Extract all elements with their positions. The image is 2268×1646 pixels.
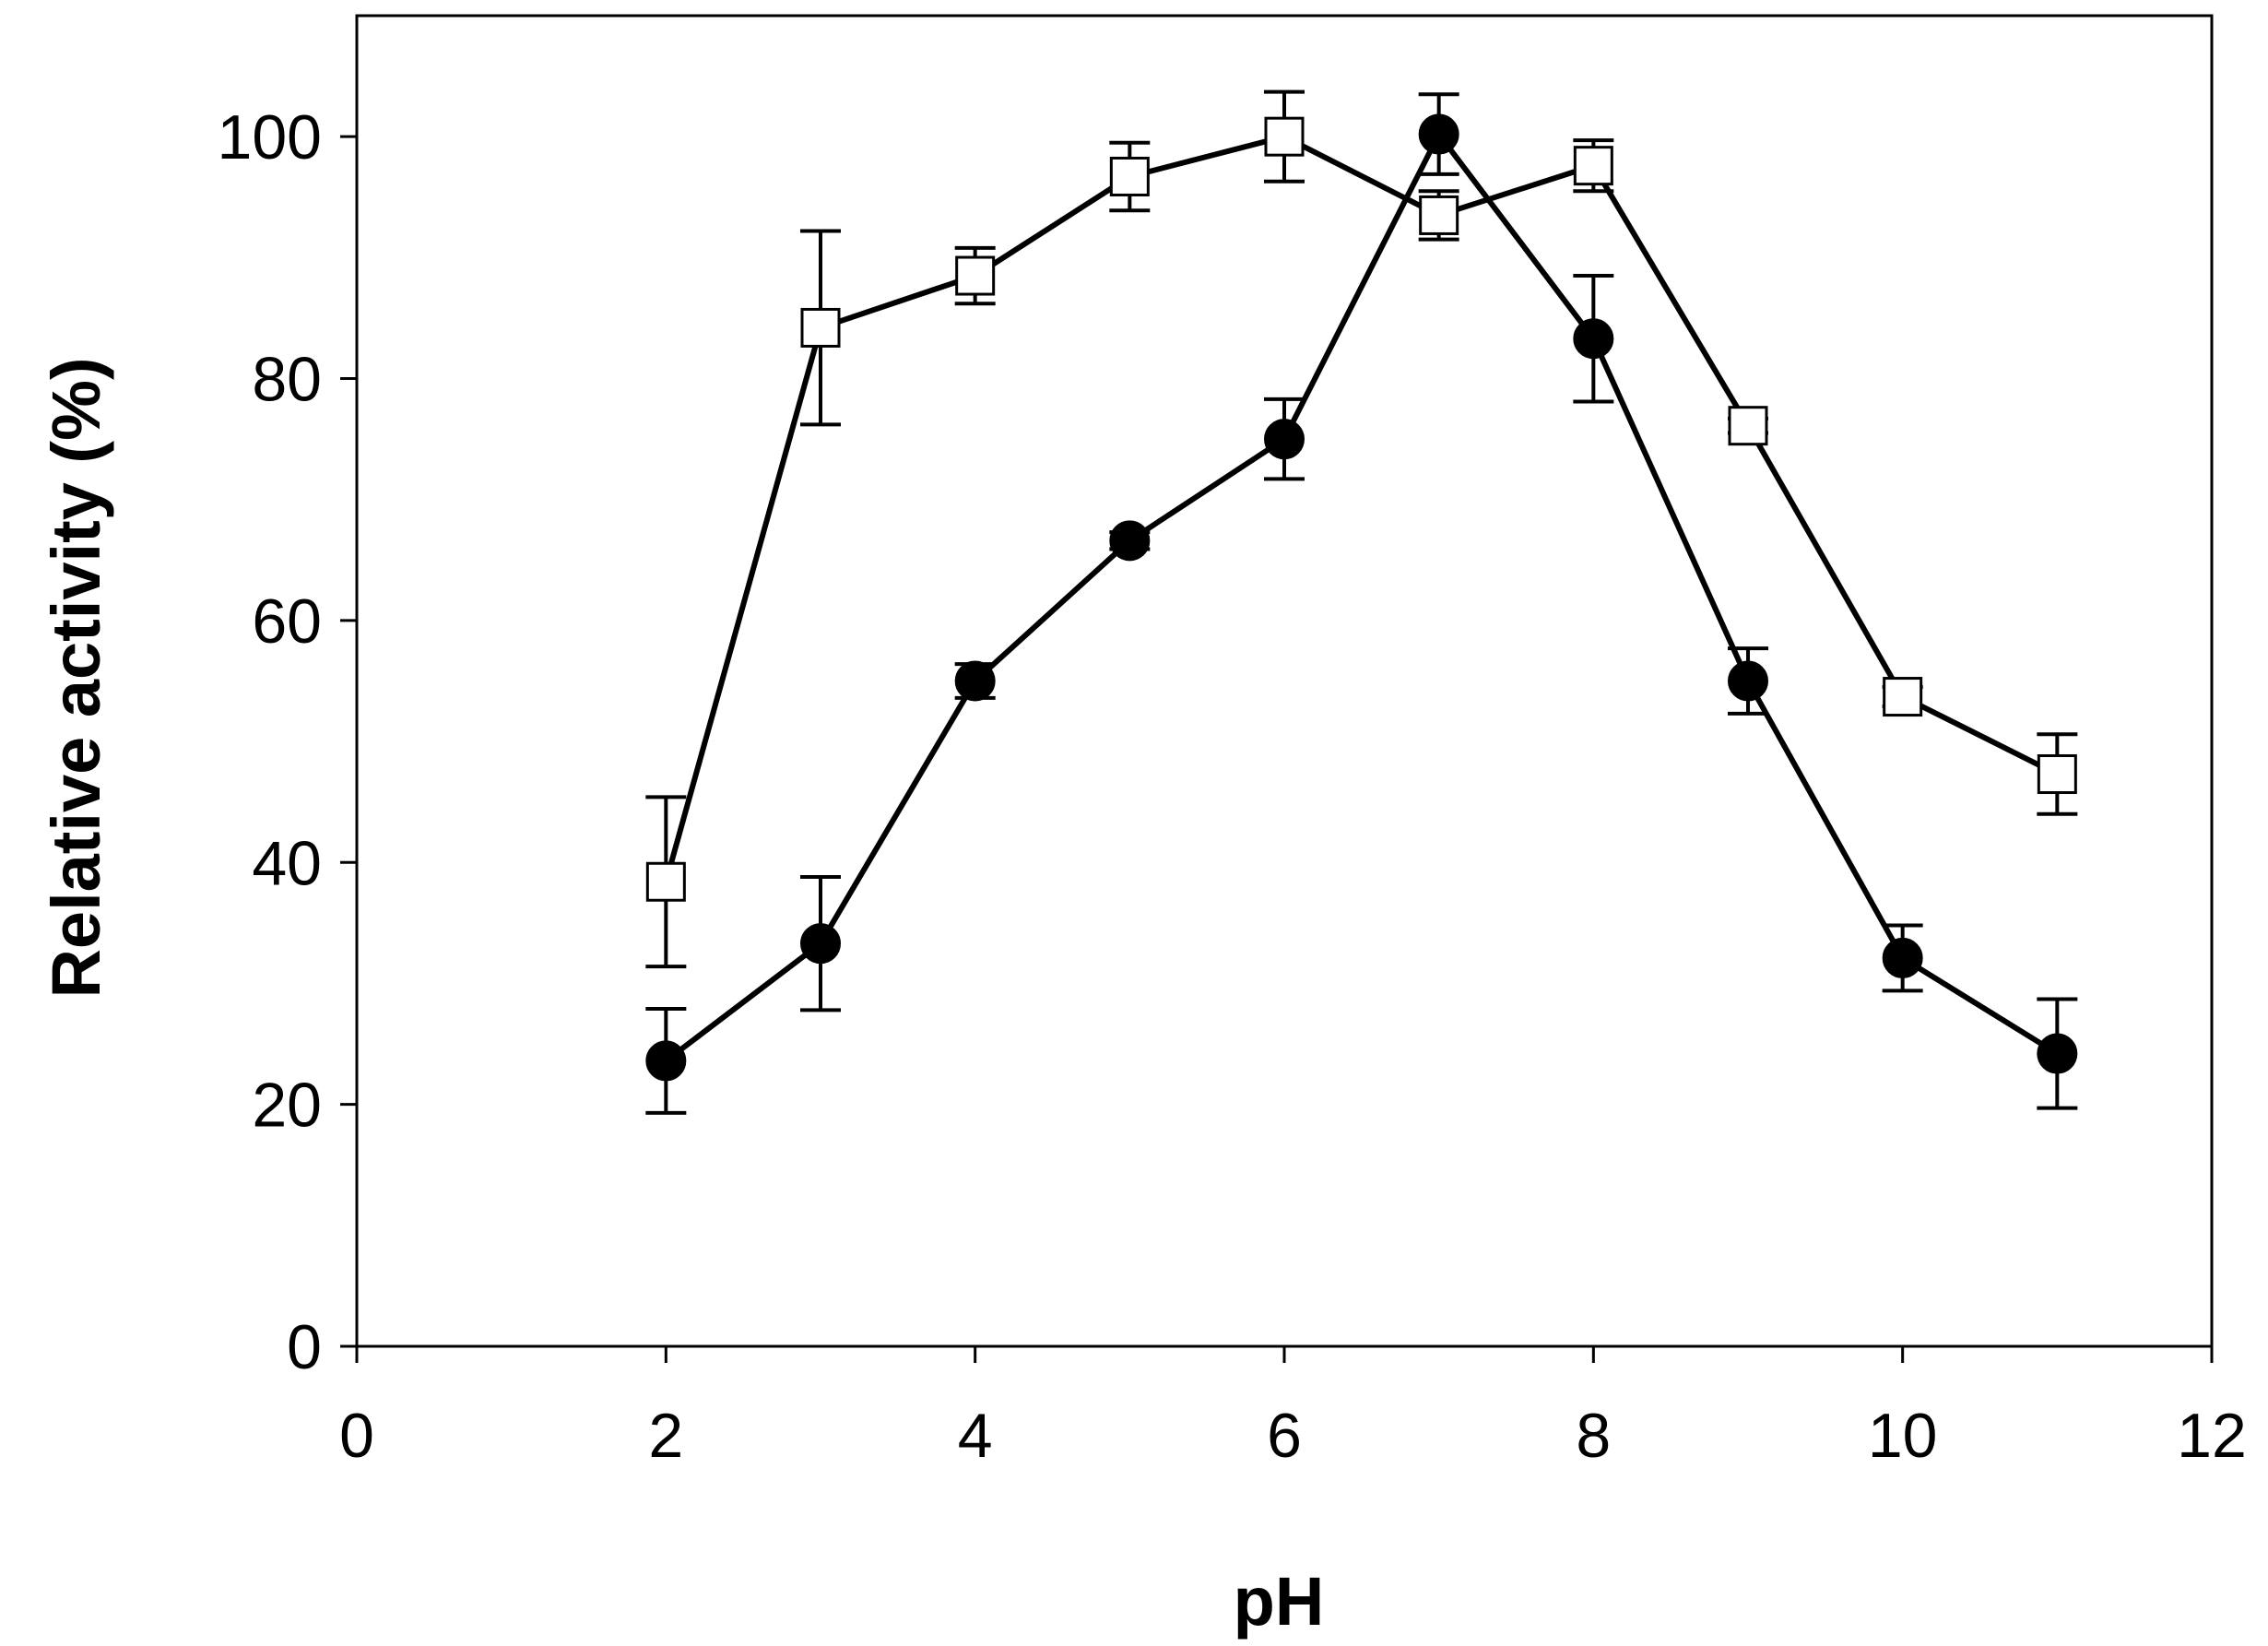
series-1-point-6 xyxy=(1573,318,1614,360)
y-tick-label-3: 60 xyxy=(252,586,322,657)
series-0-point-1 xyxy=(800,307,841,348)
series-1-line xyxy=(664,131,2059,1063)
series-0-point-7 xyxy=(1728,406,1768,446)
series-0-point-8 xyxy=(1883,677,1923,717)
series-1-point-0 xyxy=(645,1040,687,1082)
series-layer xyxy=(645,89,2078,1115)
series-0 xyxy=(645,89,2078,969)
x-tick-label-3: 6 xyxy=(1267,1401,1302,1471)
x-tick-label-4: 8 xyxy=(1576,1401,1611,1471)
series-0-point-6 xyxy=(1573,146,1613,186)
x-tick-label-6: 12 xyxy=(2177,1401,2247,1471)
x-tick-label-5: 10 xyxy=(1868,1401,1938,1471)
plot-frame xyxy=(355,14,2214,1348)
series-1-point-2 xyxy=(954,660,996,702)
y-tick-label-4: 80 xyxy=(252,345,322,415)
axes: 0 20 40 60 80 100 0 2 4 6 8 10 12 xyxy=(218,14,2247,1471)
series-0-line xyxy=(663,134,2059,883)
x-tick-label-1: 2 xyxy=(648,1401,683,1471)
series-0-point-0 xyxy=(645,861,686,902)
series-1 xyxy=(645,92,2078,1115)
y-axis-title: Relative activity (%) xyxy=(38,357,114,998)
series-1-point-5 xyxy=(1418,113,1459,155)
series-1-point-7 xyxy=(1728,660,1768,702)
x-tick-label-2: 4 xyxy=(958,1401,993,1471)
series-1-point-4 xyxy=(1264,419,1305,460)
series-0-point-9 xyxy=(2037,754,2077,795)
x-tick-label-0: 0 xyxy=(339,1401,374,1471)
y-tick-label-5: 100 xyxy=(218,102,322,172)
series-1-point-8 xyxy=(1882,937,1923,978)
series-1-point-1 xyxy=(800,923,841,965)
y-tick-label-1: 20 xyxy=(252,1071,322,1141)
y-tick-label-0: 0 xyxy=(287,1312,322,1382)
series-0-point-4 xyxy=(1264,116,1305,157)
series-1-point-3 xyxy=(1109,520,1151,562)
series-1-point-9 xyxy=(2037,1033,2078,1074)
series-0-point-5 xyxy=(1419,195,1459,235)
x-axis-title: pH xyxy=(1234,1563,1325,1640)
series-0-point-3 xyxy=(1109,156,1150,196)
series-0-point-2 xyxy=(955,255,996,296)
y-tick-label-2: 40 xyxy=(252,828,322,898)
